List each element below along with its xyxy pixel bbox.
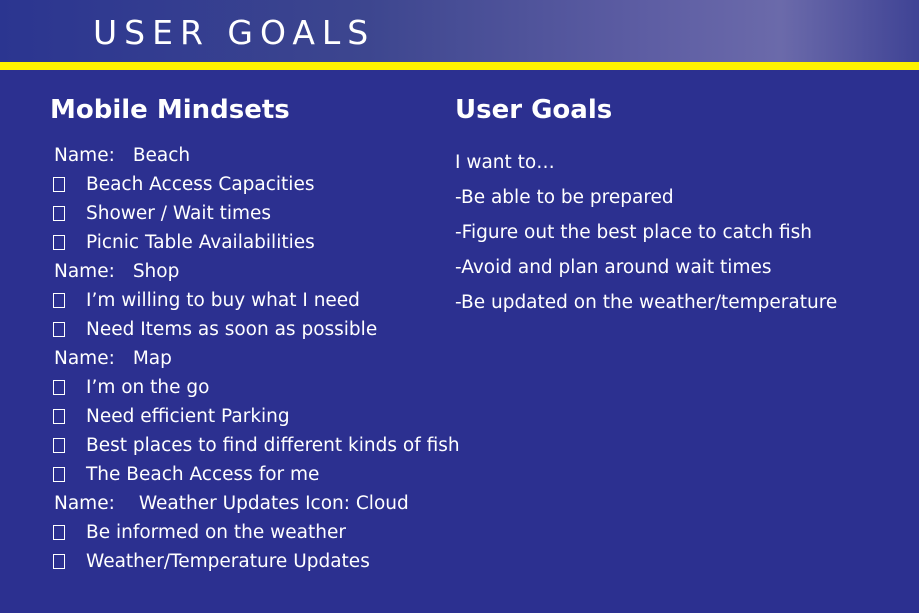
yellow-divider	[0, 62, 919, 70]
mindset-name-row: Name: Weather Updates Icon: Cloud	[50, 489, 480, 518]
mindset-item: Need efficient Parking	[50, 402, 480, 431]
mindset-list: Name: Beach Beach Access Capacities Showe…	[50, 141, 480, 576]
mindset-name-row: Name: Beach	[50, 141, 480, 170]
square-bullet-icon	[53, 467, 65, 482]
name-value: Shop	[132, 261, 180, 282]
mindset-item: Beach Access Capacities	[50, 170, 480, 199]
square-bullet-icon	[53, 206, 65, 221]
square-bullet-icon	[53, 409, 65, 424]
mindset-item: Best places to find different kinds of f…	[50, 431, 480, 460]
name-label: Name:	[54, 348, 115, 369]
mindset-name-row: Name: Shop	[50, 257, 480, 286]
goal-line: -Be able to be prepared	[455, 187, 674, 208]
mindset-item-text: Shower / Wait times	[86, 203, 272, 224]
mindset-item-text: Need efficient Parking	[86, 406, 290, 427]
name-label: Name:	[54, 145, 115, 166]
goal-line: -Avoid and plan around wait times	[455, 257, 772, 278]
mindset-item-text: Weather/Temperature Updates	[86, 551, 370, 572]
square-bullet-icon	[53, 554, 65, 569]
mindset-item-text: I’m on the go	[86, 377, 210, 398]
square-bullet-icon	[53, 380, 65, 395]
name-label: Name:	[54, 493, 115, 514]
name-value: Map	[132, 348, 172, 369]
mindset-item: Be informed on the weather	[50, 518, 480, 547]
mindset-item-text: Need Items as soon as possible	[86, 319, 378, 340]
mindset-item-text: The Beach Access for me	[86, 464, 320, 485]
name-value: Weather Updates Icon: Cloud	[138, 493, 409, 514]
mobile-mindsets-column: Mobile Mindsets Name: Beach Beach Access …	[50, 91, 480, 576]
user-goals-heading: User Goals	[455, 95, 613, 125]
mindset-item: The Beach Access for me	[50, 460, 480, 489]
square-bullet-icon	[53, 438, 65, 453]
mindset-item-text: Best places to find different kinds of f…	[86, 435, 460, 456]
square-bullet-icon	[53, 322, 65, 337]
header-banner: USER GOALS	[0, 0, 919, 62]
mindset-item: Picnic Table Availabilities	[50, 228, 480, 257]
name-label: Name:	[54, 261, 115, 282]
square-bullet-icon	[53, 177, 65, 192]
goals-list: I want to… -Be able to be prepared -Figu…	[455, 145, 895, 320]
mindset-item-text: Picnic Table Availabilities	[86, 232, 315, 253]
mindset-item: Weather/Temperature Updates	[50, 547, 480, 576]
goal-line: I want to…	[455, 152, 555, 173]
square-bullet-icon	[53, 235, 65, 250]
mindset-item: I’m willing to buy what I need	[50, 286, 480, 315]
mindset-item-text: Be informed on the weather	[86, 522, 346, 543]
mindset-name-row: Name: Map	[50, 344, 480, 373]
mindset-item-text: I’m willing to buy what I need	[86, 290, 360, 311]
user-goals-column: User Goals I want to… -Be able to be pre…	[455, 91, 895, 320]
mobile-mindsets-heading: Mobile Mindsets	[50, 95, 290, 125]
goal-line: -Figure out the best place to catch fish	[455, 222, 813, 243]
mindset-item: I’m on the go	[50, 373, 480, 402]
slide-title: USER GOALS	[93, 13, 376, 52]
square-bullet-icon	[53, 525, 65, 540]
mindset-item: Need Items as soon as possible	[50, 315, 480, 344]
mindset-item: Shower / Wait times	[50, 199, 480, 228]
mindset-item-text: Beach Access Capacities	[86, 174, 315, 195]
name-value: Beach	[132, 145, 191, 166]
square-bullet-icon	[53, 293, 65, 308]
goal-line: -Be updated on the weather/temperature	[455, 292, 838, 313]
